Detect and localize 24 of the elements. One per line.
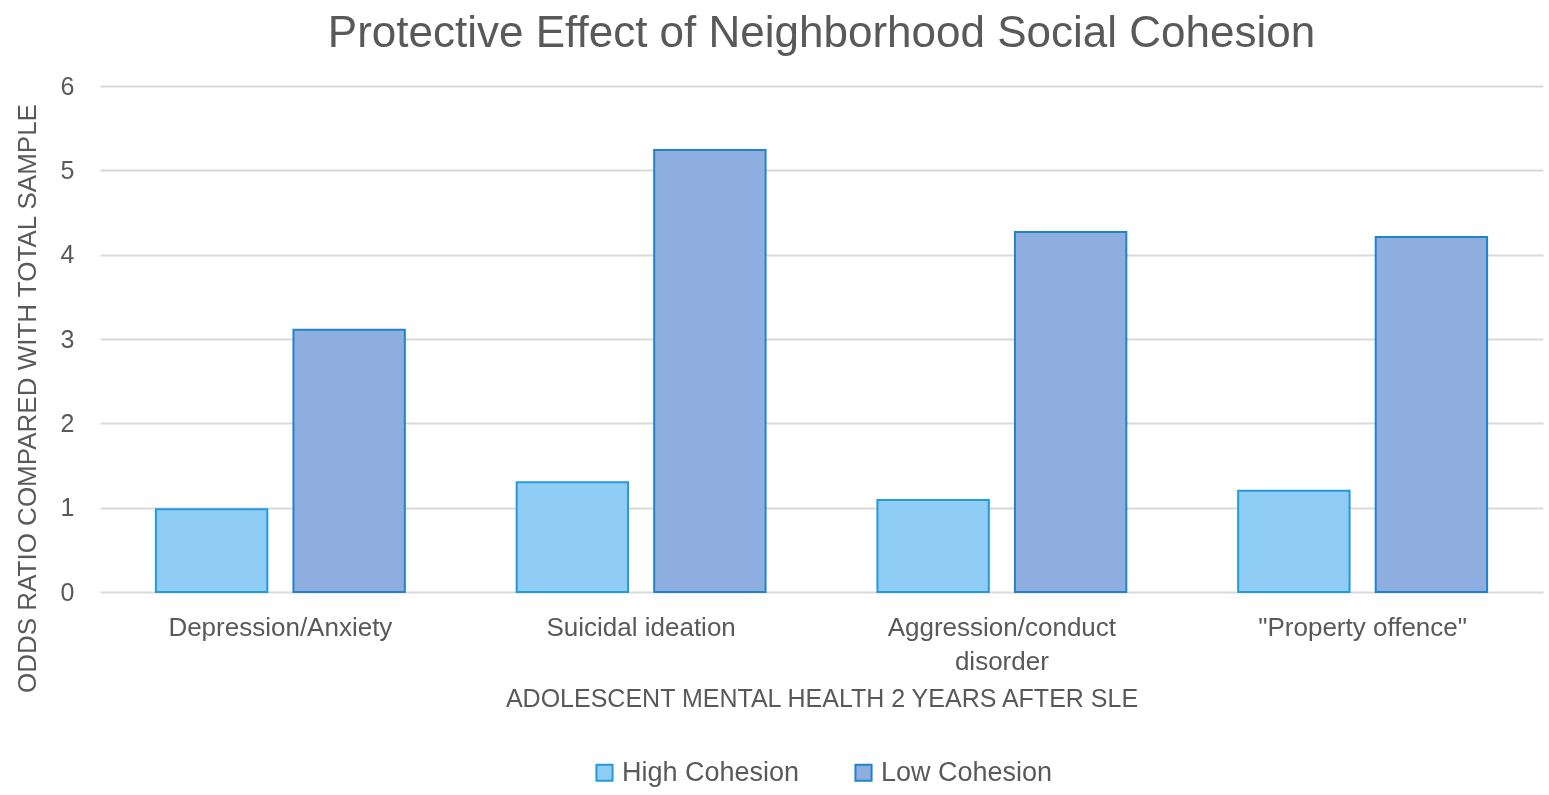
bar bbox=[1374, 235, 1489, 593]
legend-label: High Cohesion bbox=[622, 756, 800, 787]
bar bbox=[876, 499, 990, 593]
x-tick-label: Depression/Anxiety bbox=[168, 611, 393, 642]
y-tick-label: 1 bbox=[60, 493, 75, 522]
x-axis-title: ADOLESCENT MENTAL HEALTH 2 YEARS AFTER SLE bbox=[505, 683, 1139, 712]
legend-label: Low Cohesion bbox=[881, 756, 1053, 787]
y-axis-title: ODDS RATIO COMPARED WITH TOTAL SAMPLE bbox=[11, 104, 42, 693]
y-tick-label: 6 bbox=[60, 71, 75, 100]
bar bbox=[653, 149, 767, 593]
x-tick-label: Suicidal ideation bbox=[546, 611, 736, 642]
bar bbox=[154, 508, 269, 593]
y-tick-label: 4 bbox=[60, 240, 75, 269]
y-tick-label: 5 bbox=[60, 155, 75, 184]
x-tick-label: "Property offence" bbox=[1258, 611, 1468, 642]
x-tick-label: Aggression/conduct disorder bbox=[887, 611, 1117, 676]
bar bbox=[515, 481, 630, 593]
y-tick-label: 3 bbox=[60, 324, 75, 353]
bar bbox=[1013, 230, 1128, 593]
bar bbox=[292, 328, 406, 593]
y-tick-label: 2 bbox=[60, 408, 75, 437]
y-tick-label: 0 bbox=[60, 577, 75, 606]
bar bbox=[1237, 489, 1351, 593]
chart-title: Protective Effect of Neighborhood Social Cohesion bbox=[327, 7, 1316, 56]
